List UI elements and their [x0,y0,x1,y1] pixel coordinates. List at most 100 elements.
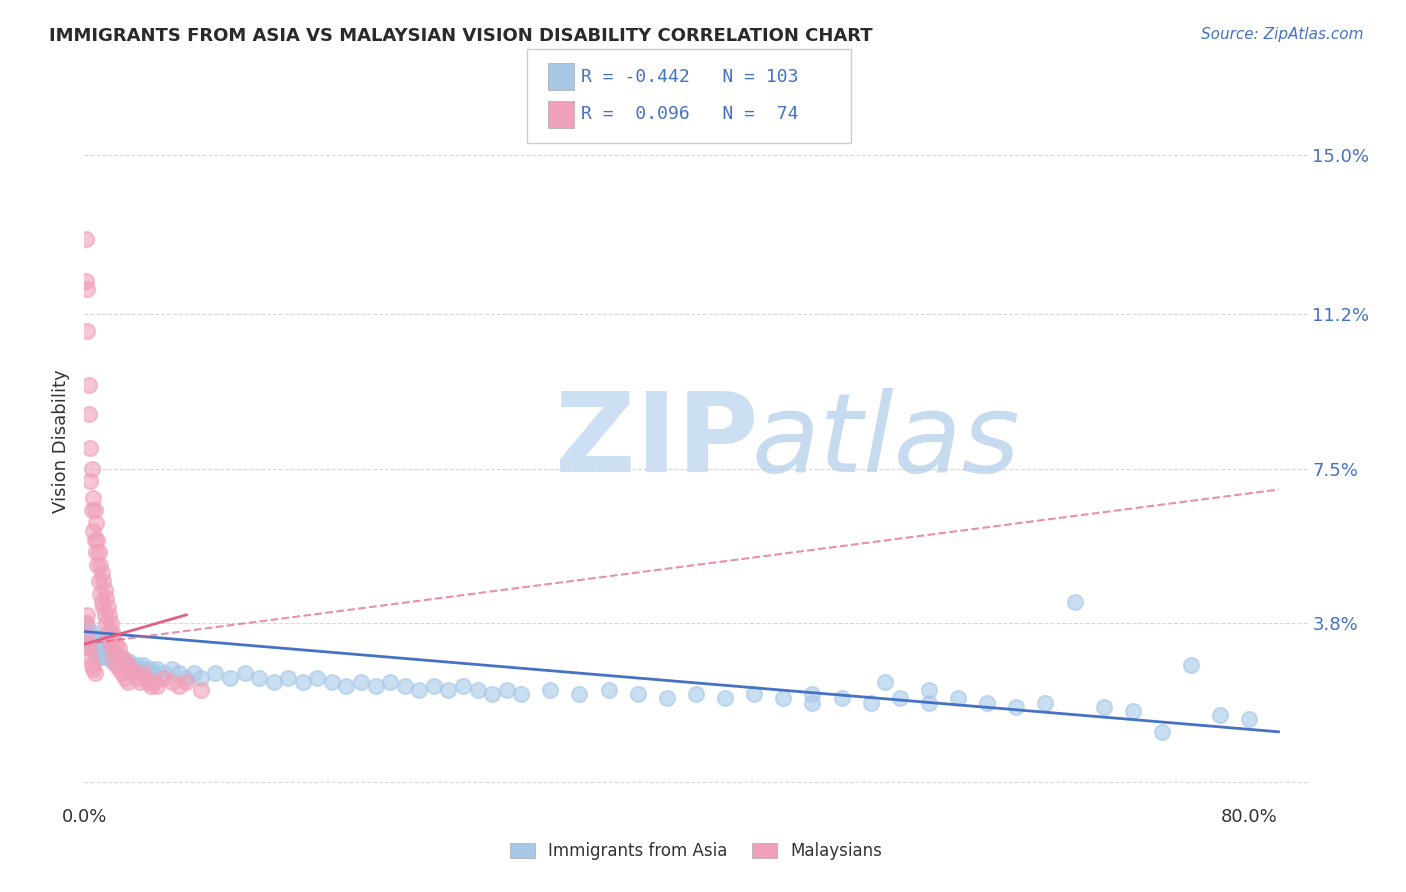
Point [100,637,122,651]
Point [1209,708,1232,723]
Point [481,687,503,701]
Point [122,662,145,676]
Point [86,533,108,547]
Point [831,691,853,706]
Point [128,674,150,689]
Point [394,679,416,693]
Point [76,637,98,651]
Text: atlas: atlas [751,388,1019,495]
Point [87,545,110,559]
Point [219,671,242,685]
Point [108,662,131,676]
Point [105,654,128,668]
Point [79,637,101,651]
Point [82,629,104,643]
Point [875,674,897,689]
Point [80,657,103,672]
Point [96,616,118,631]
Point [76,282,98,296]
Point [408,683,430,698]
Point [117,657,139,672]
Point [1122,704,1144,718]
Point [77,632,100,647]
Point [598,683,620,698]
Point [76,620,98,634]
Point [946,691,969,706]
Point [86,632,108,647]
Point [111,666,134,681]
Point [167,666,190,681]
Point [83,533,105,547]
Point [93,645,115,659]
Point [111,649,134,664]
Point [918,696,941,710]
Point [174,671,197,685]
Legend: Immigrants from Asia, Malaysians: Immigrants from Asia, Malaysians [503,836,889,867]
Point [82,662,104,676]
Point [103,649,125,664]
Point [321,674,343,689]
Point [1180,657,1202,672]
Point [97,624,120,639]
Point [100,645,122,659]
Point [76,607,98,622]
Point [83,632,105,647]
Point [335,679,357,693]
Point [467,683,489,698]
Point [100,616,122,631]
Point [1239,712,1261,726]
Point [190,683,212,698]
Point [183,666,205,681]
Point [364,679,387,693]
Point [77,624,100,639]
Point [93,582,115,597]
Point [75,616,97,631]
Point [742,687,765,701]
Point [77,641,100,656]
Point [204,666,226,681]
Point [79,649,101,664]
Point [80,503,103,517]
Point [117,674,139,689]
Point [98,649,121,664]
Point [90,595,112,609]
Point [83,666,105,681]
Point [1005,699,1028,714]
Point [153,666,176,681]
Point [125,657,148,672]
Point [117,654,139,668]
Text: R =  0.096   N =  74: R = 0.096 N = 74 [581,105,799,123]
Point [153,671,176,685]
Point [91,574,114,589]
Point [75,637,97,651]
Point [83,645,105,659]
Point [125,671,148,685]
Y-axis label: Vision Disability: Vision Disability [52,369,70,514]
Point [889,691,911,706]
Point [96,591,118,606]
Point [82,491,104,505]
Text: ZIP: ZIP [555,388,759,495]
Point [380,674,402,689]
Point [141,662,163,676]
Point [105,637,128,651]
Point [101,641,124,656]
Point [146,679,169,693]
Point [131,657,153,672]
Point [122,666,145,681]
Point [84,649,107,664]
Point [714,691,737,706]
Point [86,645,108,659]
Point [135,671,157,685]
Point [627,687,650,701]
Point [538,683,561,698]
Point [91,599,114,614]
Point [350,674,373,689]
Point [75,616,97,631]
Point [495,683,517,698]
Point [233,666,256,681]
Point [976,696,998,710]
Point [76,629,98,643]
Point [80,461,103,475]
Point [655,691,678,706]
